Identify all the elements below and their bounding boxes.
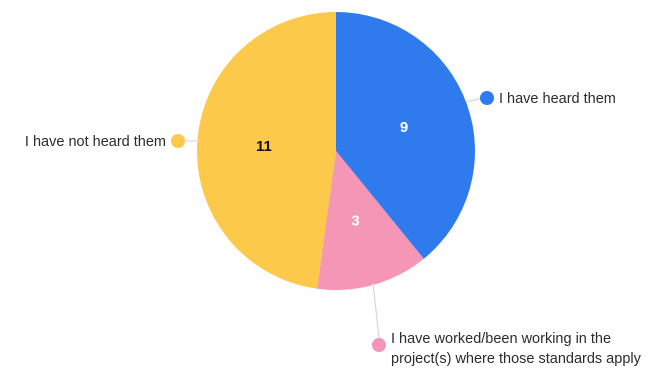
legend-marker-not-heard [171,134,185,148]
legend-label-heard: I have heard them [499,91,616,107]
pie-slice-not-heard [196,12,336,289]
legend-label-worked-line-1: I have worked/been working in the [391,331,611,347]
leader-line-worked [372,282,380,339]
legend-label-worked: I have worked/been working in the projec… [391,331,642,367]
pie-value-label-not-heard: 11 [256,138,272,155]
pie-callouts: I have heard them I have worked/been wor… [25,91,642,367]
legend-label-worked-line-2: project(s) where those standards apply [391,351,642,367]
legend-marker-heard [480,91,494,105]
pie-slice-worked [317,151,424,290]
pie-value-labels: 9 3 11 [256,119,408,230]
legend-marker-worked [372,338,386,352]
pie-slice-heard [336,12,476,259]
pie-value-label-worked: 3 [351,213,359,230]
legend-label-not-heard: I have not heard them [25,134,166,150]
pie-slices [196,12,476,290]
pie-value-label-heard: 9 [400,119,408,136]
